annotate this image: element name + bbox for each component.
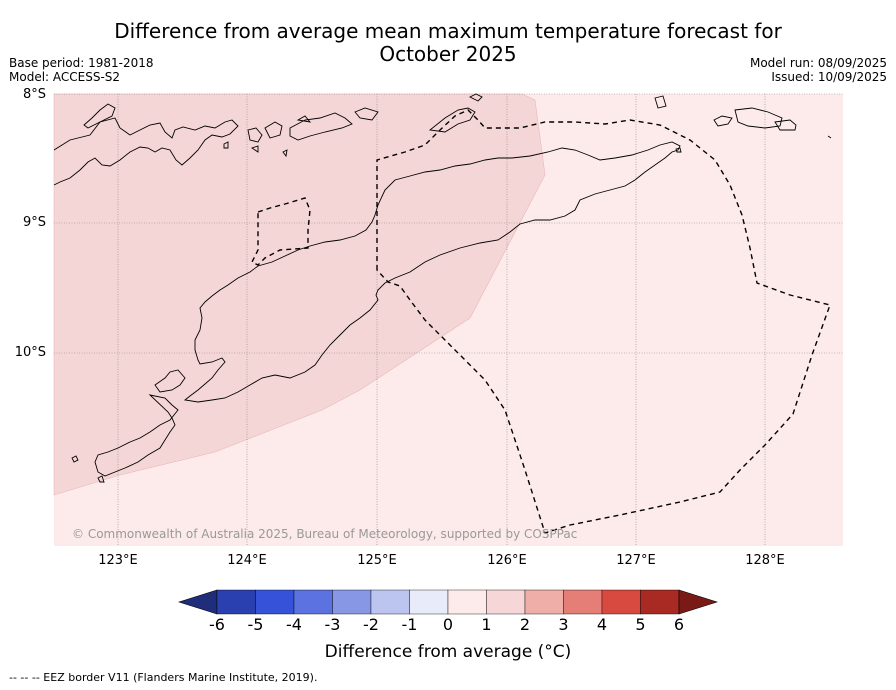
- colorbar-tick-label: 4: [596, 615, 608, 634]
- colorbar-segment: [601, 589, 641, 615]
- colorbar-tick-label: -1: [401, 615, 418, 634]
- colorbar-segment: [563, 589, 603, 615]
- colorbar-tick-label: 2: [519, 615, 531, 634]
- colorbar-tick-label: 6: [673, 615, 685, 634]
- map-title-line-1: Difference from average mean maximum tem…: [114, 19, 782, 43]
- copyright-text: © Commonwealth of Australia 2025, Bureau…: [72, 527, 577, 541]
- colorbar-segment: [293, 589, 333, 615]
- map-title: Difference from average mean maximum tem…: [0, 20, 896, 66]
- colorbar-tick-label: -2: [363, 615, 379, 634]
- lat-label-10s: 10°S: [14, 345, 46, 360]
- colorbar-extend-high: [678, 589, 718, 615]
- model-run-text: Model run: 08/09/2025: [749, 56, 887, 70]
- colorbar-extend-low: [178, 589, 218, 615]
- eez-borders: [251, 109, 831, 534]
- coastlines: [53, 93, 832, 483]
- meta-left: Base period: 1981-2018 Model: ACCESS-S2: [9, 56, 154, 84]
- colorbar-tick-label: -3: [324, 615, 341, 634]
- colorbar-segment: [332, 589, 372, 615]
- colorbar-tick-label: -5: [247, 615, 264, 634]
- lon-label-124e: 124°E: [227, 553, 267, 568]
- colorbar-tick-label: -6: [209, 615, 225, 634]
- lat-label-8s: 8°S: [22, 87, 46, 102]
- meta-right: Model run: 08/09/2025 Issued: 10/09/2025: [750, 56, 887, 84]
- colorbar-tick-label: 0: [442, 615, 454, 634]
- colorbar-segment: [370, 589, 410, 615]
- model-text: Model: ACCESS-S2: [9, 70, 121, 84]
- lon-label-126e: 126°E: [487, 553, 527, 568]
- colorbar-label: Difference from average (°C): [324, 642, 572, 662]
- anomaly-region-1-2: [53, 93, 546, 496]
- gridlines: [54, 93, 843, 546]
- colorbar-segment: [640, 589, 680, 615]
- lon-label-128e: 128°E: [745, 553, 785, 568]
- lon-label-125e: 125°E: [357, 553, 397, 568]
- colorbar-tick-label: -4: [286, 615, 302, 634]
- lat-label-9s: 9°S: [22, 215, 46, 230]
- colorbar-tick-label: 3: [558, 615, 569, 634]
- lon-label-127e: 127°E: [616, 553, 656, 568]
- colorbar-tick-label: 1: [481, 615, 492, 634]
- colorbar-segment: [447, 589, 487, 615]
- colorbar-segment: [486, 589, 526, 615]
- eez-legend-text: -- -- -- EEZ border V11 (Flanders Marine…: [9, 671, 318, 684]
- colorbar-segment: [409, 589, 449, 615]
- lon-label-123e: 123°E: [98, 553, 138, 568]
- colorbar-segment: [216, 589, 256, 615]
- colorbar-segment: [524, 589, 564, 615]
- map-title-line-2: October 2025: [379, 42, 517, 66]
- issued-text: Issued: 10/09/2025: [771, 70, 887, 84]
- colorbar-tick-label: 5: [635, 615, 646, 634]
- colorbar-segment: [255, 589, 295, 615]
- base-period-text: Base period: 1981-2018: [9, 56, 154, 70]
